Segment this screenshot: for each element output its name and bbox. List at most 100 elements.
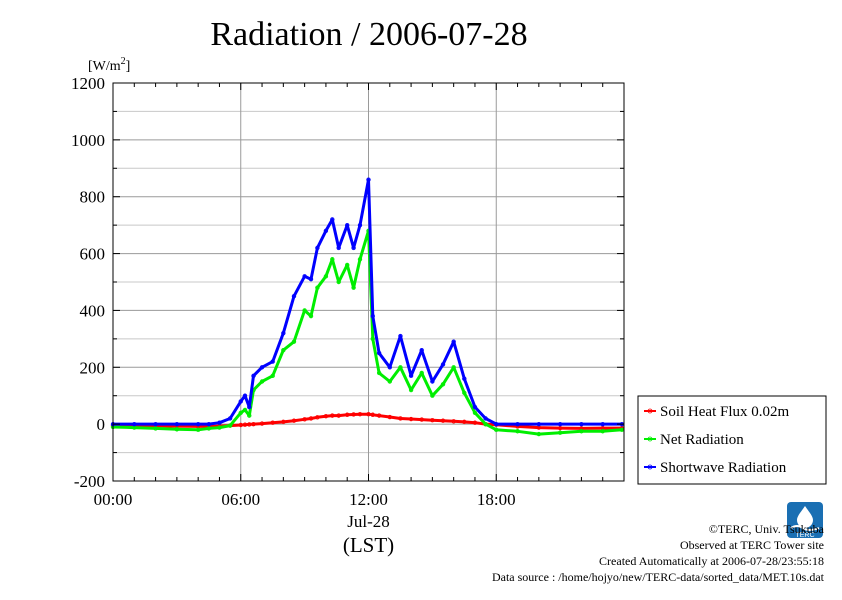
data-point-shortwave-radiation (330, 217, 335, 222)
y-tick-group: -200 0 200 400 600 800 1000 1200 (71, 74, 624, 491)
data-point-shortwave-radiation (251, 373, 256, 379)
data-point-net-radiation (330, 257, 335, 262)
data-point-soil-heat-flux-0-02m (308, 416, 314, 421)
data-point-shortwave-radiation (323, 228, 329, 234)
data-point-net-radiation (398, 365, 403, 370)
legend-label: Shortwave Radiation (660, 460, 787, 476)
data-point-shortwave-radiation (440, 362, 446, 367)
data-point-shortwave-radiation (366, 177, 371, 182)
data-point-shortwave-radiation (242, 393, 248, 398)
data-point-shortwave-radiation (430, 379, 435, 384)
data-point-net-radiation (494, 427, 499, 433)
x-axis-unit-label: (LST) (343, 533, 394, 557)
data-point-net-radiation (315, 285, 320, 290)
grid-group (113, 83, 624, 481)
series-line-soil-heat-flux-0-02m (111, 412, 624, 430)
y-tick-label: 0 (97, 415, 106, 434)
data-point-soil-heat-flux-0-02m (242, 422, 248, 427)
x-tick-label: 18:00 (477, 490, 516, 509)
data-point-shortwave-radiation (483, 416, 488, 421)
data-point-soil-heat-flux-0-02m (281, 419, 286, 425)
data-point-soil-heat-flux-0-02m (366, 411, 371, 417)
data-point-soil-heat-flux-0-02m (270, 420, 275, 425)
data-point-shortwave-radiation (206, 421, 212, 427)
data-point-net-radiation (515, 429, 520, 434)
data-point-net-radiation (270, 373, 275, 379)
data-point-shortwave-radiation (302, 274, 307, 279)
data-point-soil-heat-flux-0-02m (387, 414, 392, 420)
series-line-net-radiation (111, 229, 624, 436)
data-point-soil-heat-flux-0-02m (419, 417, 424, 422)
data-point-net-radiation (242, 407, 248, 413)
chart-title: Radiation / 2006-07-28 (210, 16, 527, 53)
data-point-net-radiation (408, 387, 414, 393)
data-point-shortwave-radiation (227, 416, 233, 421)
data-point-soil-heat-flux-0-02m (251, 421, 256, 427)
data-point-shortwave-radiation (472, 404, 478, 410)
data-point-soil-heat-flux-0-02m (323, 413, 329, 419)
data-point-shortwave-radiation (291, 294, 297, 299)
data-point-shortwave-radiation (451, 339, 456, 344)
data-point-net-radiation (351, 285, 356, 290)
y-axis-label-prefix: [W/m (88, 59, 121, 74)
data-point-shortwave-radiation (387, 365, 392, 370)
data-point-net-radiation (302, 308, 307, 313)
y-axis-label-sup: 2 (121, 56, 126, 67)
data-point-net-radiation (247, 413, 252, 418)
data-point-soil-heat-flux-0-02m (302, 417, 307, 422)
data-point-shortwave-radiation (132, 421, 137, 427)
series-group (110, 177, 625, 437)
data-point-net-radiation (281, 348, 286, 353)
data-point-shortwave-radiation (345, 222, 350, 228)
data-point-shortwave-radiation (174, 421, 180, 427)
data-point-shortwave-radiation (600, 421, 605, 427)
data-point-shortwave-radiation (557, 421, 563, 427)
data-point-net-radiation (557, 430, 563, 435)
data-point-shortwave-radiation (315, 245, 320, 251)
legend-marker (647, 436, 653, 442)
legend-marker (647, 408, 653, 414)
data-point-shortwave-radiation (238, 399, 243, 404)
data-point-shortwave-radiation (336, 245, 341, 251)
data-point-soil-heat-flux-0-02m (462, 419, 467, 425)
data-point-soil-heat-flux-0-02m (370, 412, 375, 417)
data-point-net-radiation (195, 427, 201, 433)
data-point-net-radiation (579, 429, 584, 434)
data-point-soil-heat-flux-0-02m (238, 422, 243, 428)
data-point-soil-heat-flux-0-02m (451, 419, 456, 424)
y-tick-label: 1000 (71, 131, 105, 150)
y-axis-label-group: [W/m2] (88, 56, 130, 74)
data-point-net-radiation (323, 274, 329, 279)
data-point-net-radiation (430, 393, 435, 398)
y-tick-label: 200 (80, 358, 106, 377)
footer-source: Data source : /home/hojyo/new/TERC-data/… (491, 570, 824, 584)
data-point-shortwave-radiation (376, 350, 382, 356)
data-point-soil-heat-flux-0-02m (440, 418, 446, 423)
data-point-soil-heat-flux-0-02m (247, 422, 252, 427)
footer-created: Created Automatically at 2006-07-28/23:5… (599, 554, 824, 568)
data-point-net-radiation (259, 379, 265, 384)
data-point-soil-heat-flux-0-02m (472, 420, 478, 425)
data-point-soil-heat-flux-0-02m (408, 416, 414, 422)
data-point-net-radiation (419, 370, 424, 376)
data-point-net-radiation (472, 410, 478, 415)
data-point-shortwave-radiation (247, 404, 252, 410)
footer-copyright: ©TERC, Univ. Tsukuba (708, 522, 824, 536)
data-point-soil-heat-flux-0-02m (315, 415, 320, 420)
x-axis-date-label: Jul-28 (347, 512, 390, 531)
data-point-net-radiation (217, 425, 222, 430)
data-point-soil-heat-flux-0-02m (351, 412, 356, 417)
data-point-shortwave-radiation (351, 245, 356, 251)
data-point-net-radiation (387, 379, 392, 384)
legend-label: Soil Heat Flux 0.02m (660, 404, 790, 420)
data-point-shortwave-radiation (270, 359, 275, 364)
data-point-soil-heat-flux-0-02m (336, 413, 341, 418)
legend-marker (647, 464, 653, 470)
y-tick-label: 400 (80, 301, 106, 320)
data-point-shortwave-radiation (462, 376, 467, 381)
data-point-net-radiation (206, 426, 212, 431)
data-point-net-radiation (600, 429, 605, 434)
data-point-shortwave-radiation (579, 421, 584, 427)
